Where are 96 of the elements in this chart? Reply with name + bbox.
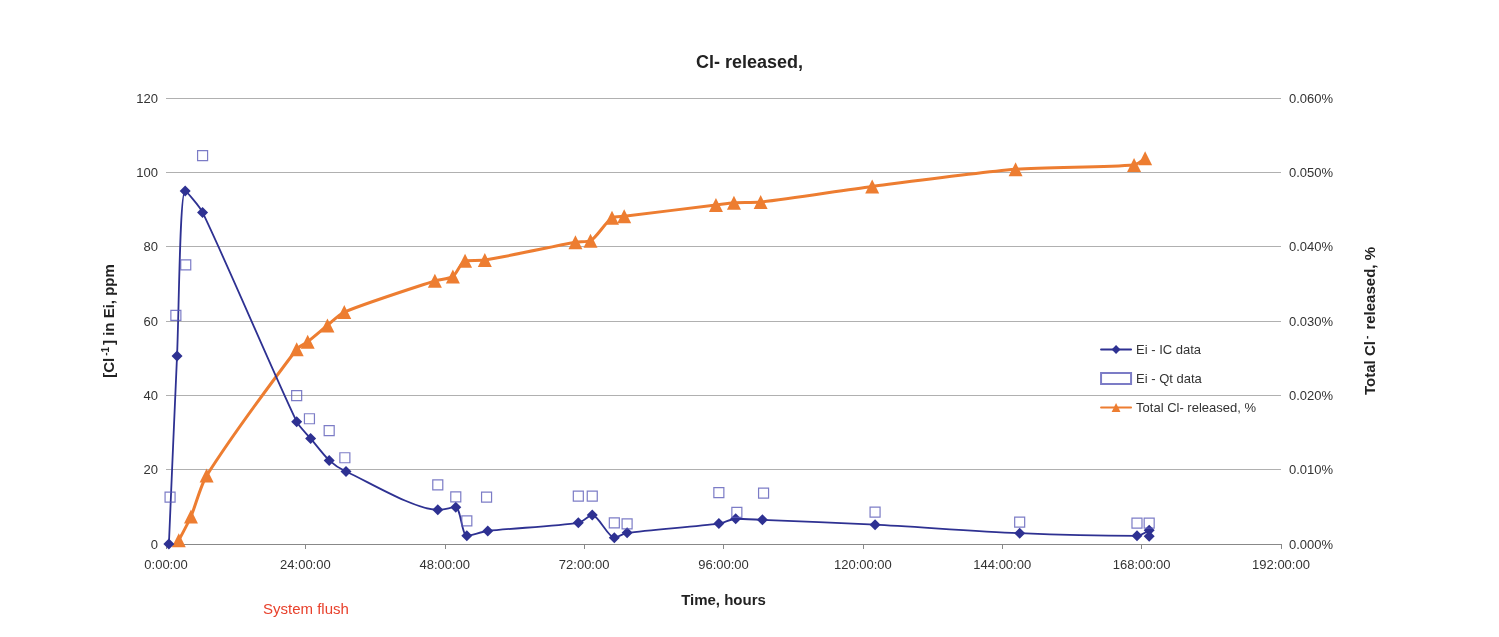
point bbox=[605, 210, 619, 225]
point bbox=[199, 468, 214, 483]
point bbox=[323, 425, 335, 437]
point bbox=[337, 305, 352, 320]
x-tick-label: 48:00:00 bbox=[419, 557, 471, 572]
x-tick-label: 192:00:00 bbox=[1252, 557, 1310, 572]
point bbox=[482, 525, 494, 537]
point bbox=[708, 198, 723, 213]
point bbox=[180, 259, 192, 271]
point bbox=[183, 509, 198, 524]
point bbox=[432, 504, 444, 516]
point bbox=[300, 334, 315, 349]
point bbox=[339, 452, 351, 464]
point bbox=[621, 518, 633, 530]
y2-tick-label: 0.020% bbox=[1289, 387, 1334, 403]
y2-tick-label: 0.030% bbox=[1289, 313, 1334, 329]
legend-label: Ei - Qt data bbox=[1136, 371, 1203, 386]
point bbox=[1008, 162, 1023, 177]
point bbox=[427, 273, 442, 288]
point bbox=[753, 195, 768, 210]
point bbox=[432, 479, 444, 491]
point bbox=[164, 491, 176, 503]
point bbox=[196, 150, 209, 162]
point bbox=[572, 490, 584, 502]
point bbox=[461, 515, 473, 527]
y-tick-label: 80 bbox=[143, 239, 158, 255]
point bbox=[1131, 517, 1143, 529]
point bbox=[289, 342, 304, 357]
point bbox=[583, 233, 598, 248]
point bbox=[323, 454, 335, 466]
point bbox=[163, 538, 175, 550]
point bbox=[713, 518, 725, 530]
point bbox=[340, 466, 352, 478]
x-tick-label: 168:00:00 bbox=[1112, 557, 1171, 572]
x-tick-label: 0:00:00 bbox=[144, 557, 188, 572]
point bbox=[1138, 151, 1153, 166]
x-tick-label: 96:00:00 bbox=[698, 557, 749, 572]
x-tick-label: 72:00:00 bbox=[558, 557, 610, 572]
point bbox=[1143, 517, 1155, 529]
point bbox=[197, 206, 209, 218]
y2-tick-label: 0.040% bbox=[1289, 239, 1334, 255]
point bbox=[586, 490, 598, 502]
point bbox=[450, 501, 462, 513]
point bbox=[1131, 530, 1143, 542]
point bbox=[477, 253, 492, 268]
x-axis-title: Time, hours bbox=[681, 591, 766, 608]
point bbox=[450, 491, 462, 503]
x-tick-label: 144:00:00 bbox=[973, 557, 1032, 572]
point bbox=[171, 350, 183, 362]
point bbox=[713, 487, 725, 499]
point bbox=[756, 514, 768, 526]
point bbox=[320, 318, 335, 333]
point bbox=[731, 506, 743, 519]
point bbox=[726, 195, 741, 210]
y2-axis-title: Total Cl- released, % bbox=[1360, 247, 1378, 395]
y-tick-label: 100 bbox=[136, 164, 158, 180]
point bbox=[291, 390, 303, 402]
point bbox=[1127, 157, 1142, 172]
point bbox=[568, 235, 583, 250]
legend-label: Ei - IC data bbox=[1136, 342, 1202, 357]
point bbox=[303, 413, 316, 425]
y2-tick-label: 0.000% bbox=[1289, 536, 1334, 552]
point bbox=[617, 209, 632, 224]
point bbox=[171, 533, 186, 548]
point bbox=[179, 185, 191, 197]
y-tick-label: 120 bbox=[136, 90, 158, 106]
text: System flush bbox=[263, 600, 349, 617]
point bbox=[461, 530, 473, 542]
y-tick-label: 0 bbox=[150, 536, 158, 552]
point bbox=[445, 269, 460, 284]
y-axis-title: [Cl-1] in Ei, ppm bbox=[99, 264, 117, 378]
point bbox=[865, 179, 880, 194]
chart-title: Cl- released, bbox=[695, 52, 804, 72]
y-tick-label: 60 bbox=[143, 313, 158, 329]
point bbox=[170, 309, 182, 322]
y2-tick-label: 0.060% bbox=[1289, 90, 1334, 106]
point bbox=[1014, 527, 1026, 539]
point bbox=[480, 491, 493, 503]
legend-label: Total Cl- released, % bbox=[1136, 400, 1257, 415]
point bbox=[586, 509, 598, 521]
point bbox=[572, 517, 584, 529]
point bbox=[608, 517, 620, 529]
point bbox=[1014, 516, 1026, 528]
y-tick-label: 20 bbox=[143, 462, 158, 478]
x-tick-label: 24:00:00 bbox=[280, 557, 331, 572]
point bbox=[869, 519, 881, 531]
point bbox=[869, 506, 881, 518]
point bbox=[757, 487, 770, 499]
point bbox=[608, 532, 620, 544]
point bbox=[291, 416, 303, 428]
point bbox=[458, 253, 473, 268]
y-tick-label: 40 bbox=[143, 387, 158, 403]
x-tick-label: 120:00:00 bbox=[833, 557, 892, 572]
point bbox=[305, 432, 317, 444]
y2-tick-label: 0.010% bbox=[1289, 462, 1334, 478]
y2-tick-label: 0.050% bbox=[1289, 164, 1334, 180]
